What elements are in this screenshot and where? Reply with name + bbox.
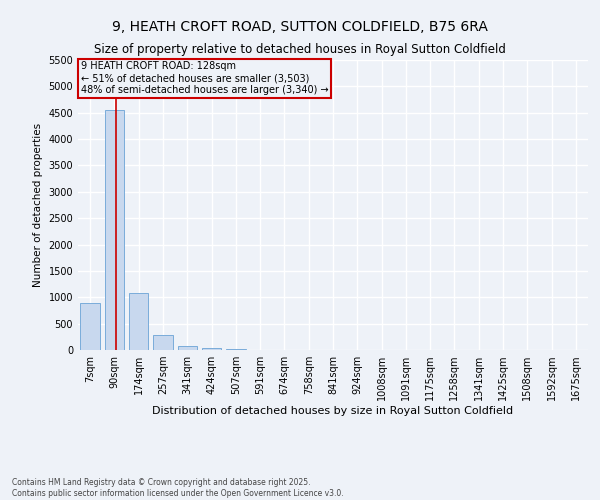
Y-axis label: Number of detached properties: Number of detached properties [33, 123, 43, 287]
Text: Contains HM Land Registry data © Crown copyright and database right 2025.
Contai: Contains HM Land Registry data © Crown c… [12, 478, 344, 498]
Text: 9, HEATH CROFT ROAD, SUTTON COLDFIELD, B75 6RA: 9, HEATH CROFT ROAD, SUTTON COLDFIELD, B… [112, 20, 488, 34]
Bar [105, 110, 124, 350]
Text: 9 HEATH CROFT ROAD: 128sqm
← 51% of detached houses are smaller (3,503)
48% of s: 9 HEATH CROFT ROAD: 128sqm ← 51% of deta… [80, 62, 328, 94]
Bar [202, 348, 221, 350]
Bar [178, 346, 197, 350]
Bar [153, 334, 173, 350]
Bar [226, 348, 245, 350]
Bar [129, 293, 148, 350]
Text: Size of property relative to detached houses in Royal Sutton Coldfield: Size of property relative to detached ho… [94, 42, 506, 56]
Bar [80, 302, 100, 350]
X-axis label: Distribution of detached houses by size in Royal Sutton Coldfield: Distribution of detached houses by size … [152, 406, 514, 416]
